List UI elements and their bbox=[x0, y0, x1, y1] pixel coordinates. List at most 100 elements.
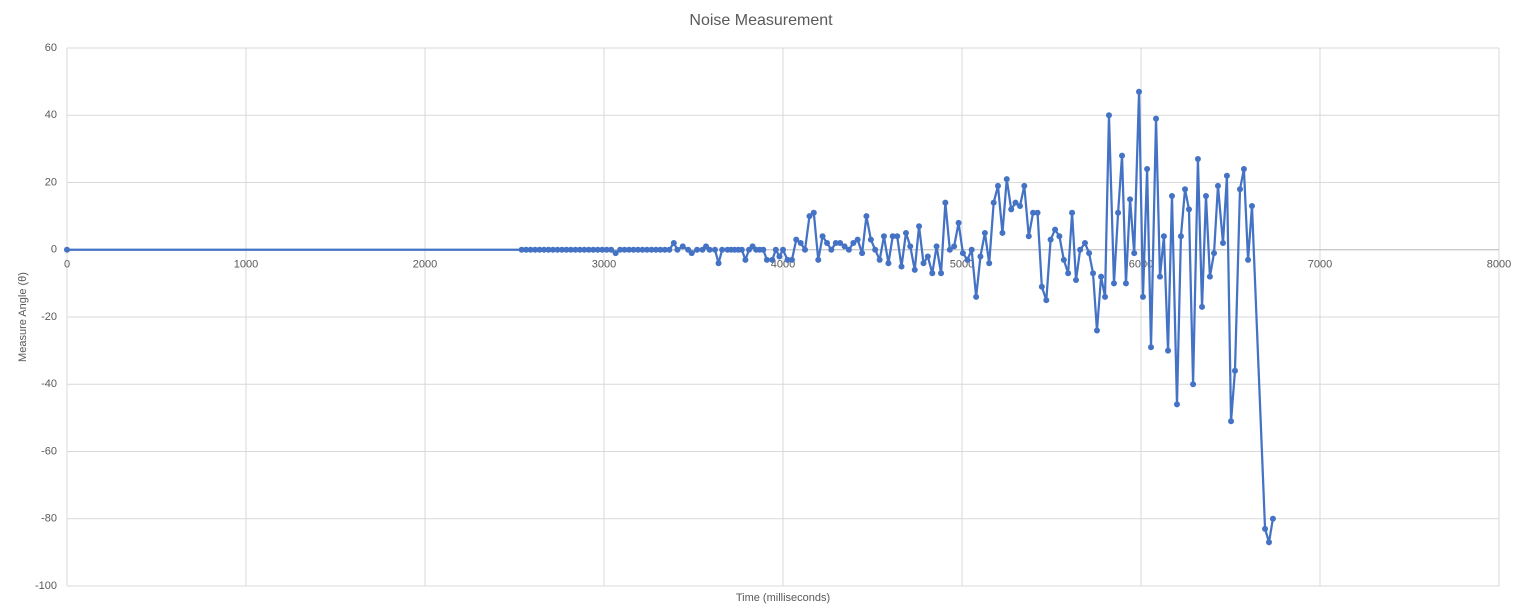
x-tick-label: 7000 bbox=[1308, 259, 1332, 271]
data-point bbox=[1160, 233, 1167, 240]
data-point bbox=[558, 246, 565, 253]
x-tick-label: 5000 bbox=[950, 259, 974, 271]
data-point bbox=[863, 213, 870, 220]
data-point bbox=[802, 246, 809, 253]
data-point bbox=[810, 209, 817, 216]
data-point bbox=[977, 253, 984, 260]
data-point bbox=[986, 260, 993, 267]
data-point bbox=[1248, 203, 1255, 210]
data-point bbox=[563, 246, 570, 253]
data-point bbox=[643, 246, 650, 253]
data-point bbox=[1127, 196, 1134, 203]
data-point bbox=[911, 266, 918, 273]
data-point bbox=[1262, 525, 1269, 532]
data-point bbox=[999, 229, 1006, 236]
data-point bbox=[738, 246, 745, 253]
data-point bbox=[599, 246, 606, 253]
data-point bbox=[1086, 250, 1093, 257]
chart-title: Noise Measurement bbox=[689, 12, 833, 29]
data-point bbox=[1265, 539, 1272, 546]
data-point bbox=[973, 293, 980, 300]
data-point bbox=[545, 246, 552, 253]
y-tick-label: 20 bbox=[45, 176, 57, 188]
x-tick-label: 3000 bbox=[592, 259, 616, 271]
data-point bbox=[1052, 226, 1059, 233]
data-point bbox=[1093, 327, 1100, 334]
data-point bbox=[924, 253, 931, 260]
data-point bbox=[769, 256, 776, 263]
data-point bbox=[859, 250, 866, 257]
data-point bbox=[706, 246, 713, 253]
data-point bbox=[1012, 199, 1019, 206]
data-point bbox=[679, 243, 686, 250]
data-point bbox=[1090, 270, 1097, 277]
data-point bbox=[648, 246, 655, 253]
data-point bbox=[694, 246, 701, 253]
data-point bbox=[1043, 297, 1050, 304]
data-point bbox=[1206, 273, 1213, 280]
data-point bbox=[527, 246, 534, 253]
data-point bbox=[635, 246, 642, 253]
data-point bbox=[674, 246, 681, 253]
y-tick-label: -60 bbox=[41, 445, 57, 457]
data-point bbox=[590, 246, 597, 253]
data-point bbox=[1236, 186, 1243, 193]
data-point bbox=[1003, 176, 1010, 183]
data-point bbox=[554, 246, 561, 253]
y-tick-label: 0 bbox=[51, 244, 57, 256]
data-point bbox=[518, 246, 525, 253]
data-point bbox=[894, 233, 901, 240]
data-point bbox=[832, 240, 839, 247]
data-point bbox=[576, 246, 583, 253]
data-point bbox=[652, 246, 659, 253]
x-tick-label: 2000 bbox=[413, 259, 437, 271]
data-point bbox=[603, 246, 610, 253]
data-point bbox=[885, 260, 892, 267]
data-point bbox=[907, 243, 914, 250]
data-point bbox=[536, 246, 543, 253]
data-point bbox=[1098, 273, 1105, 280]
data-point bbox=[929, 270, 936, 277]
data-point bbox=[806, 213, 813, 220]
data-point bbox=[1038, 283, 1045, 290]
y-tick-label: -20 bbox=[41, 311, 57, 323]
data-point bbox=[1047, 236, 1054, 243]
data-point bbox=[1231, 367, 1238, 374]
x-tick-label: 0 bbox=[64, 259, 70, 271]
data-point bbox=[1065, 270, 1072, 277]
data-point bbox=[1008, 206, 1015, 213]
data-point bbox=[1223, 172, 1230, 179]
data-point bbox=[772, 246, 779, 253]
data-point bbox=[1177, 233, 1184, 240]
data-point bbox=[541, 246, 548, 253]
data-point bbox=[1030, 209, 1037, 216]
data-point bbox=[876, 256, 883, 263]
data-point bbox=[1139, 293, 1146, 300]
data-point bbox=[657, 246, 664, 253]
data-point bbox=[916, 223, 923, 230]
y-tick-label: -100 bbox=[35, 580, 57, 592]
data-point bbox=[688, 250, 695, 257]
data-point bbox=[742, 256, 749, 263]
data-point bbox=[793, 236, 800, 243]
data-point bbox=[837, 240, 844, 247]
data-point bbox=[1056, 233, 1063, 240]
data-point bbox=[819, 233, 826, 240]
data-point bbox=[719, 246, 726, 253]
data-point bbox=[1219, 240, 1226, 247]
y-tick-label: -40 bbox=[41, 378, 57, 390]
data-point bbox=[621, 246, 628, 253]
data-point bbox=[1077, 246, 1084, 253]
data-point bbox=[1202, 192, 1209, 199]
data-point bbox=[828, 246, 835, 253]
data-point bbox=[1190, 381, 1197, 388]
data-point bbox=[532, 246, 539, 253]
data-point bbox=[763, 256, 770, 263]
data-point bbox=[1240, 166, 1247, 173]
data-point bbox=[867, 236, 874, 243]
y-tick-label: 60 bbox=[45, 42, 57, 54]
data-point bbox=[1269, 515, 1276, 522]
data-point bbox=[1073, 277, 1080, 284]
data-point bbox=[1144, 166, 1151, 173]
data-point bbox=[1115, 209, 1122, 216]
